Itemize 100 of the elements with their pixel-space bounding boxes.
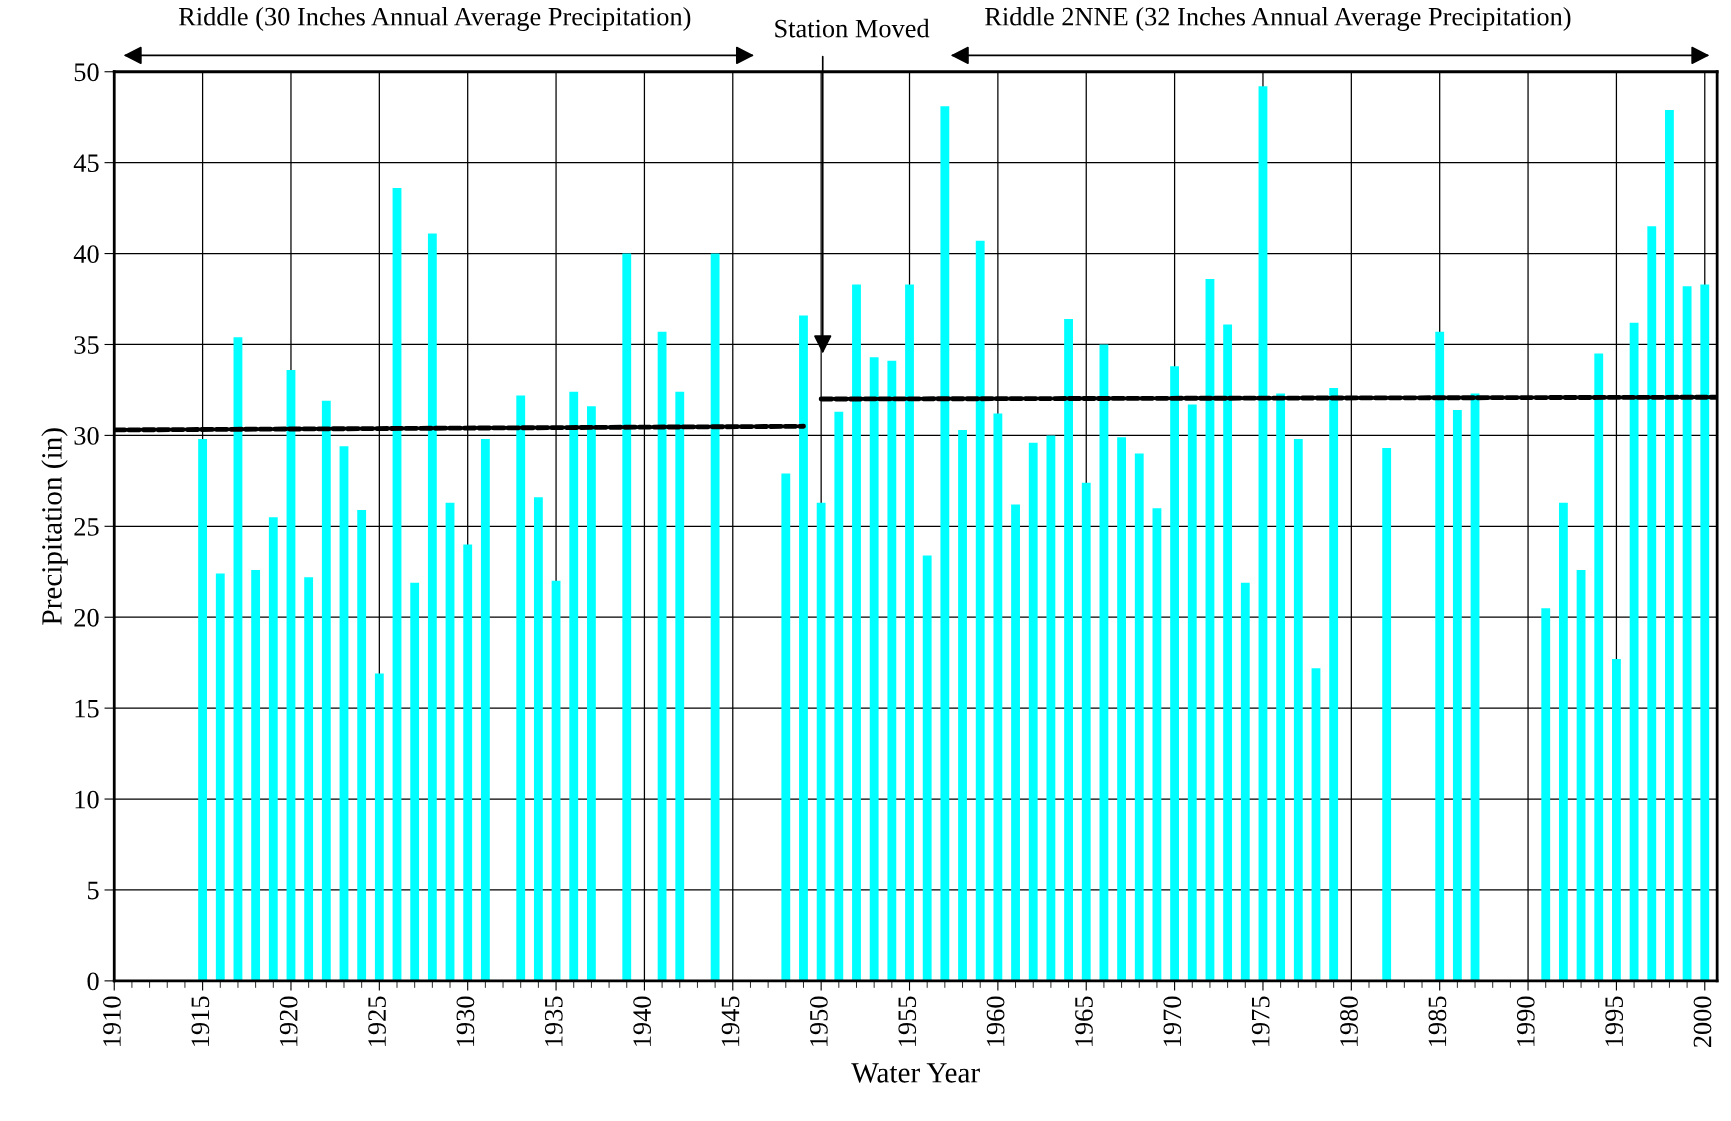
bar [1594,353,1604,981]
y-tick-label: 40 [73,245,99,263]
bar [586,406,596,981]
bar [321,400,331,981]
bar [887,360,897,981]
y-tick-label: 50 [74,63,99,82]
bar [516,395,526,981]
bar [215,573,225,981]
bar [1700,284,1710,981]
text: Riddle 2NNE (32 Inches Annual Average Precipitation) [985,7,1571,32]
x-tick-label: 1975 [1251,996,1270,1046]
bar [1205,279,1215,981]
bar [781,473,791,981]
x-tick-label: 2000 [1693,996,1712,1048]
bar [675,391,685,981]
bar [975,240,985,981]
bar [922,555,932,981]
bar [1134,453,1144,981]
x-tick-label: 1970 [1163,996,1182,1046]
bar [869,357,879,981]
x-tick-label: 1930 [456,996,475,1046]
bar [445,502,455,981]
bar [1452,409,1462,981]
bar [1541,608,1551,981]
bar [852,284,861,981]
bar [304,577,314,981]
bar [940,106,950,981]
bar [1558,502,1568,981]
bar [710,253,720,981]
bar [480,439,490,981]
y-tick-label: 15 [75,699,99,718]
text: Station Moved [775,18,930,38]
y-tick-label: 10 [75,790,99,809]
bar [1152,508,1162,981]
bar [233,337,243,981]
bar [268,517,278,981]
x-tick-label: 1980 [1340,996,1358,1046]
bar [993,413,1003,981]
bar [905,284,914,981]
bar [427,233,437,981]
x-tick-label: 1950 [809,996,828,1046]
y-tick-label: 25 [74,517,99,536]
bar [1170,366,1180,981]
bar [1046,435,1056,981]
bar [1612,659,1621,981]
bar [1258,86,1268,981]
bar [1293,439,1303,981]
y-tick-label: 20 [74,608,99,627]
bar [1665,109,1674,981]
bar [1629,322,1639,981]
bar [1187,404,1197,981]
bar [834,411,844,981]
bar [357,509,367,981]
bar [1682,286,1692,981]
bar [1064,319,1073,981]
bar [198,439,208,981]
x-tick-label: 1915 [191,996,210,1046]
bar [374,673,384,981]
x-tick-label: 1955 [898,996,917,1046]
x-tick-label: 1925 [368,996,386,1046]
bar [622,253,632,981]
bar [1276,393,1286,981]
bar [657,331,667,981]
bar [1117,437,1126,981]
bar [551,580,561,981]
bar [410,582,420,981]
x-tick-label: 1960 [986,996,1005,1046]
text: Riddle (30 Inches Annual Average Precipitation) [178,7,691,32]
bar [1329,388,1339,981]
bar [286,369,296,981]
x-tick-label: 1940 [633,996,652,1046]
bar [1099,344,1109,981]
bar [569,391,579,981]
bar [958,429,967,981]
bar [1223,324,1233,981]
x-tick-label: 1920 [279,996,298,1046]
y-tick-label: 45 [73,154,99,173]
bar [463,544,473,981]
x-tick-label: 1935 [544,996,563,1046]
y-tick-label: 35 [74,336,99,354]
x-tick-label: 1985 [1428,996,1447,1046]
bar [1647,226,1657,981]
x-tick-label: 1990 [1516,996,1535,1046]
x-tick-label: 1910 [103,996,121,1046]
bar [1240,582,1250,981]
bar [799,315,808,981]
y-tick-label: 30 [74,427,99,445]
bar [1382,448,1392,981]
bar [533,497,543,981]
bar [1011,504,1020,981]
bar [1311,668,1321,981]
bar [816,502,826,981]
bar [1028,442,1038,981]
bar [1081,482,1091,981]
bar [251,569,261,981]
y-tick-label: 0 [87,972,99,991]
x-axis-title: Water Year [851,1063,980,1083]
y-axis-title: Precipitation (in) [41,428,68,625]
x-tick-label: 1945 [721,996,740,1046]
y-tick-label: 5 [88,881,99,900]
